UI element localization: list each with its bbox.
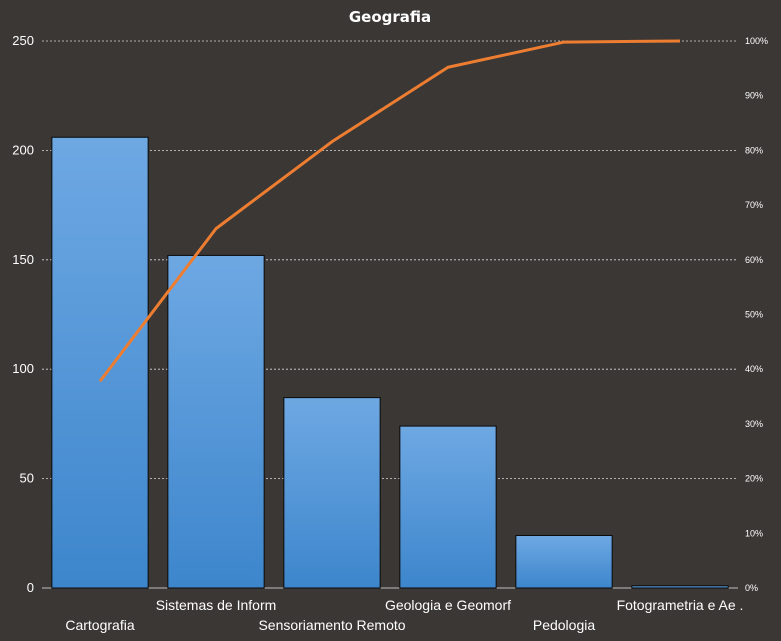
bar-2 [283, 397, 381, 589]
y-tick-label: 50 [20, 471, 34, 486]
cumulative-polyline [98, 39, 681, 383]
y2-tick-label: 90% [745, 91, 763, 101]
y-tick-label: 0 [27, 580, 34, 595]
x-tick-label: Sistemas de Inform [156, 597, 277, 613]
y2-tick-label: 0% [745, 583, 758, 593]
bars [51, 136, 729, 589]
x-tick-label: Pedologia [533, 617, 595, 633]
y2-tick-label: 10% [745, 528, 763, 538]
y2-tick-label: 100% [745, 36, 768, 46]
y-tick-label: 250 [12, 33, 34, 48]
y-axis-left: 0 50 100 150 200 250 [12, 33, 34, 595]
cumulative-line [98, 39, 681, 383]
bar-0 [51, 136, 149, 589]
x-tick-label: Sensoriamento Remoto [258, 617, 405, 633]
grid-lines [42, 40, 738, 589]
x-tick-label: Fotogrametria e Ae . [617, 597, 744, 613]
y2-tick-label: 80% [745, 145, 763, 155]
x-axis: Cartografia Sistemas de Inform Sensoriamen… [65, 597, 743, 633]
y2-tick-label: 20% [745, 474, 763, 484]
y-axis-right: 0% 10% 20% 30% 40% 50% 60% 70% 80% 90% 100% [745, 36, 768, 593]
y2-tick-label: 60% [745, 255, 763, 265]
bar-3 [399, 425, 497, 589]
y-tick-label: 100 [12, 361, 34, 376]
y-tick-label: 200 [12, 142, 34, 157]
y2-tick-label: 50% [745, 310, 763, 320]
y2-tick-label: 70% [745, 200, 763, 210]
y2-tick-label: 30% [745, 419, 763, 429]
bar-5 [631, 585, 729, 589]
bar-4 [515, 534, 613, 589]
x-tick-label: Cartografia [65, 617, 134, 633]
y-tick-label: 150 [12, 252, 34, 267]
chart-title: Geografia [349, 8, 431, 26]
x-tick-label: Geologia e Geomorf [385, 597, 511, 613]
y2-tick-label: 40% [745, 364, 763, 374]
bar-1 [167, 254, 265, 589]
